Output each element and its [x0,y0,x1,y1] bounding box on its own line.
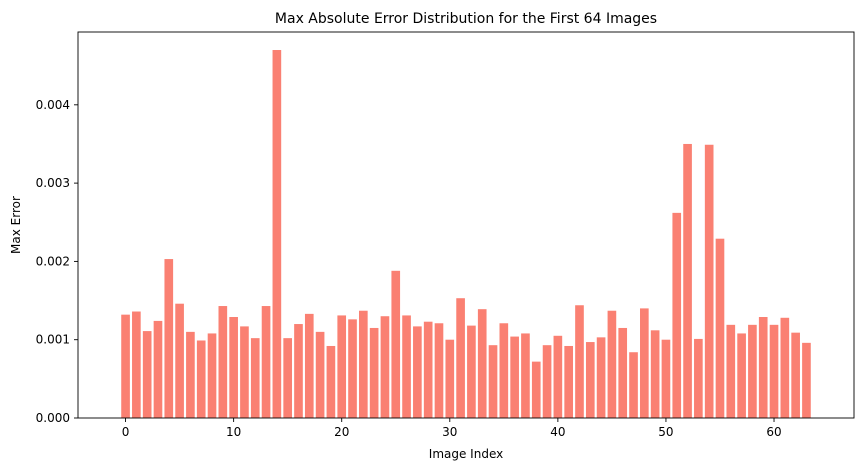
bar-2 [142,331,152,418]
bar-37 [521,333,530,418]
bar-49 [650,330,660,418]
bar-46 [618,327,628,418]
bar-13 [261,306,271,418]
y-tick-label: 0.000 [36,411,70,425]
bar-5 [175,303,184,418]
bar-42 [575,305,584,418]
bar-52 [683,143,692,418]
bar-60 [769,324,779,418]
bar-39 [542,345,552,418]
bar-21 [348,319,357,418]
bar-26 [402,315,411,418]
plot-frame [77,31,855,419]
bar-1 [132,311,141,418]
x-tick-label: 0 [122,425,130,439]
bar-35 [499,323,509,418]
bar-18 [315,331,325,418]
bar-6 [186,331,195,418]
bar-28 [423,321,433,418]
bar-30 [445,339,455,418]
chart-title: Max Absolute Error Distribution for the … [275,11,657,27]
x-tick-label: 20 [334,425,349,439]
bar-10 [229,317,238,418]
bar-36 [510,336,519,418]
bar-56 [726,324,736,418]
bar-11 [240,326,249,418]
x-axis: 0 10 20 30 40 50 60 [122,418,782,439]
bar-31 [456,298,465,418]
bar-48 [640,308,649,418]
bar-63 [802,342,811,418]
bar-38 [531,361,541,418]
bar-29 [434,323,444,418]
bar-59 [758,317,768,418]
bar-62 [791,332,800,418]
y-axis: 0.000 0.001 0.002 0.003 0.004 [36,98,78,425]
bar-53 [694,338,703,418]
bar-12 [250,338,260,418]
bar-32 [467,325,476,418]
x-tick-label: 30 [442,425,457,439]
bar-45 [607,310,617,418]
bar-43 [585,342,595,418]
bar-54 [704,144,714,418]
bar-17 [304,313,314,418]
bar-9 [218,306,228,418]
y-tick-label: 0.001 [36,333,70,347]
bar-14 [272,50,282,418]
bar-15 [283,338,292,418]
bar-57 [737,333,746,418]
bar-34 [488,345,498,418]
x-tick-label: 60 [766,425,781,439]
x-axis-label: Image Index [429,447,503,461]
bar-51 [672,212,682,418]
bar-3 [153,320,163,418]
bar-24 [380,316,390,418]
bar-55 [715,238,725,418]
bar-33 [477,309,487,418]
bar-20 [337,315,347,418]
bar-16 [294,324,303,418]
bar-47 [629,352,638,418]
y-tick-label: 0.002 [36,254,70,268]
x-tick-label: 40 [550,425,565,439]
bar-40 [553,335,563,418]
bar-27 [413,326,422,418]
bar-41 [564,345,573,418]
y-tick-label: 0.004 [36,98,70,112]
y-axis-label: Max Error [9,196,23,254]
y-tick-label: 0.003 [36,176,70,190]
bar-4 [164,259,174,418]
bar-44 [596,337,606,418]
bar-61 [780,317,790,418]
bar-0 [121,314,130,418]
bar-series [121,50,811,418]
bar-58 [748,324,757,418]
bar-23 [369,327,379,418]
bar-19 [326,345,336,418]
x-tick-label: 10 [226,425,241,439]
bar-22 [359,310,368,418]
bar-50 [661,339,671,418]
x-tick-label: 50 [658,425,673,439]
bar-25 [391,270,401,418]
bar-7 [196,340,206,418]
bar-8 [207,333,217,418]
